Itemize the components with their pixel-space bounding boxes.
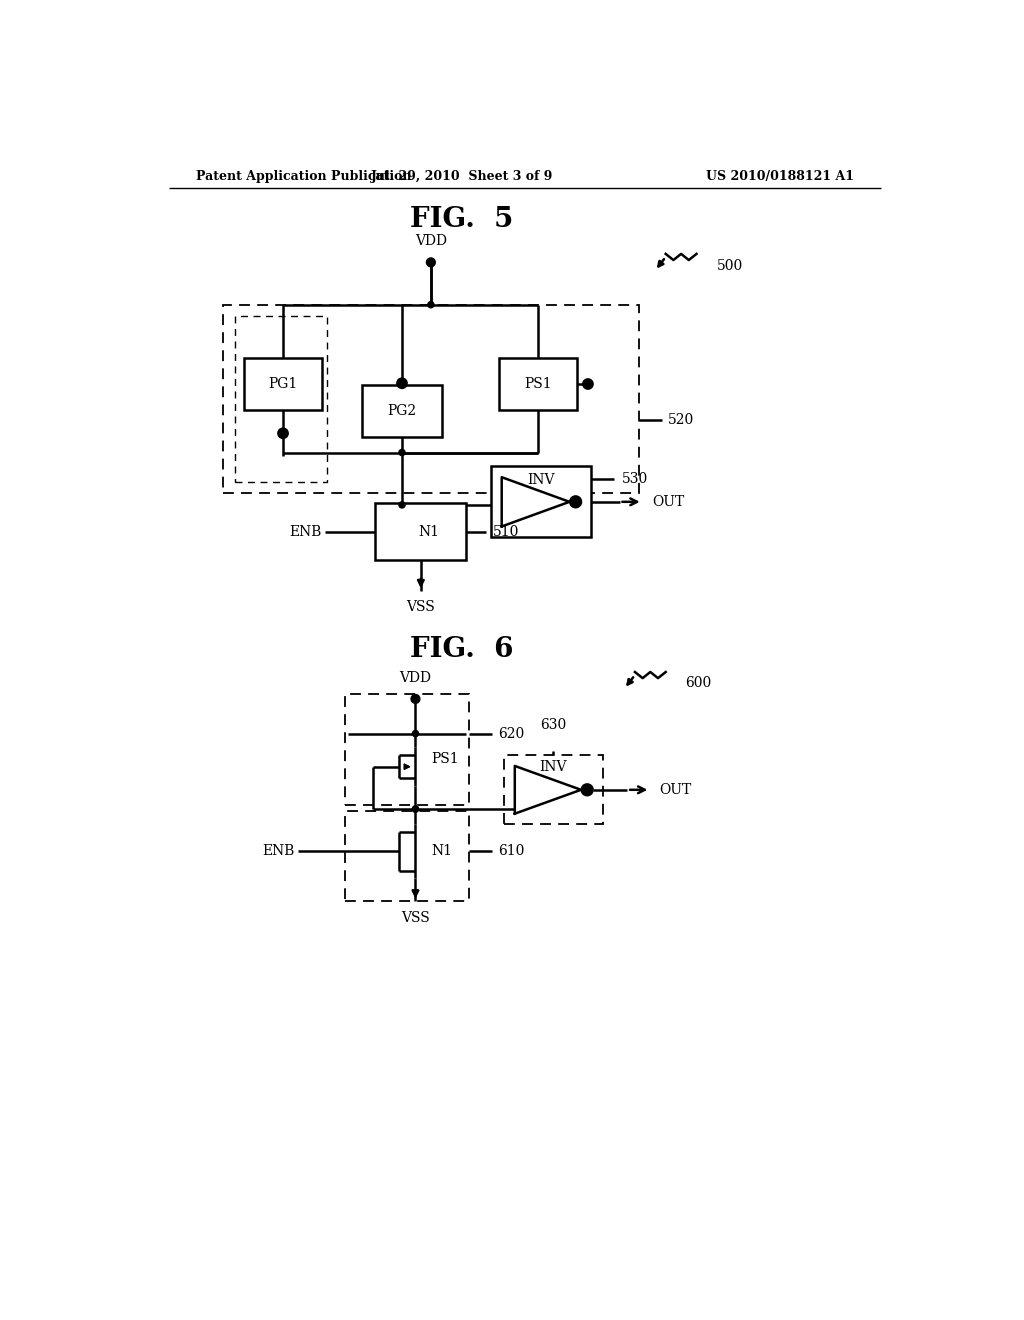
Text: FIG.  5: FIG. 5 [410, 206, 513, 234]
Circle shape [584, 379, 593, 388]
Text: INV: INV [540, 760, 567, 775]
Text: PG2: PG2 [387, 404, 417, 418]
Text: 530: 530 [622, 471, 648, 486]
Circle shape [413, 807, 419, 812]
Bar [490, 466, 591, 537]
Text: VSS: VSS [401, 911, 430, 925]
Text: N1: N1 [418, 525, 439, 539]
Circle shape [413, 807, 419, 812]
Text: PS1: PS1 [524, 378, 552, 391]
Text: Jul. 29, 2010  Sheet 3 of 9: Jul. 29, 2010 Sheet 3 of 9 [371, 169, 553, 182]
Bar [376, 503, 466, 561]
Text: PG1: PG1 [268, 378, 298, 391]
Bar [244, 358, 323, 411]
Text: 600: 600 [685, 676, 712, 690]
Bar [234, 317, 327, 482]
Text: INV: INV [527, 474, 555, 487]
Text: Patent Application Publication: Patent Application Publication [196, 169, 412, 182]
Circle shape [279, 429, 288, 438]
Bar [345, 693, 469, 805]
Circle shape [427, 259, 435, 267]
Text: ENB: ENB [262, 845, 295, 858]
Bar [504, 755, 602, 825]
Bar [345, 810, 469, 902]
Text: N1: N1 [431, 845, 452, 858]
Text: OUT: OUT [652, 495, 684, 508]
Text: PS1: PS1 [431, 752, 459, 766]
Text: FIG.  6: FIG. 6 [410, 636, 513, 663]
Circle shape [397, 379, 407, 388]
Text: 620: 620 [499, 726, 525, 741]
Text: VSS: VSS [407, 601, 435, 614]
Text: 610: 610 [499, 845, 525, 858]
Bar [223, 305, 639, 494]
Circle shape [582, 784, 593, 795]
Text: 630: 630 [541, 718, 566, 733]
Bar [499, 358, 578, 411]
Circle shape [399, 502, 406, 508]
Text: VDD: VDD [399, 671, 431, 685]
Circle shape [570, 496, 581, 507]
Text: US 2010/0188121 A1: US 2010/0188121 A1 [707, 169, 854, 182]
Text: OUT: OUT [659, 783, 692, 797]
Text: 510: 510 [494, 525, 519, 539]
Circle shape [412, 696, 419, 702]
Text: VDD: VDD [415, 235, 446, 248]
Text: 520: 520 [668, 413, 694, 428]
Circle shape [399, 450, 406, 455]
Text: ENB: ENB [289, 525, 322, 539]
Circle shape [428, 302, 434, 308]
Text: 500: 500 [717, 259, 743, 272]
Bar [361, 385, 442, 437]
Circle shape [413, 730, 419, 737]
